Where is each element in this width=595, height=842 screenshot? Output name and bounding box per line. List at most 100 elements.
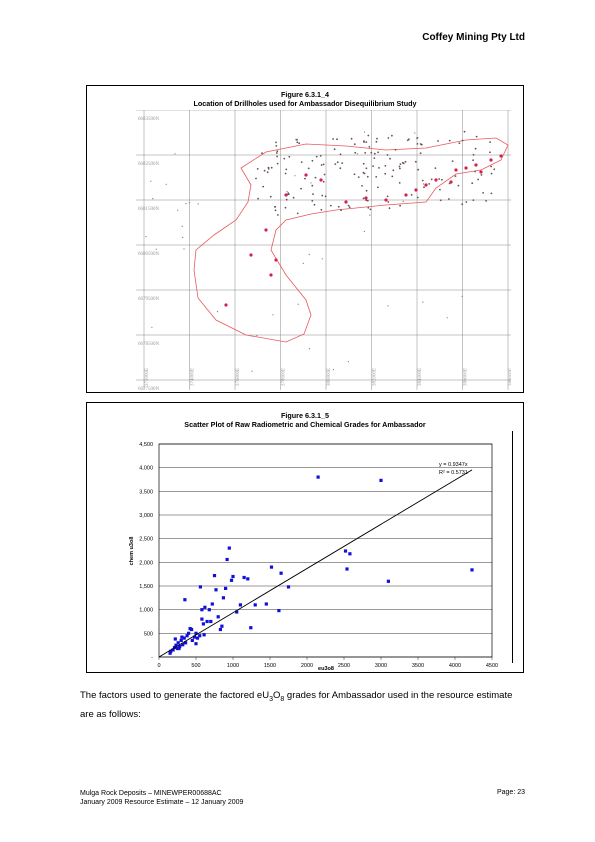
data-point [348, 552, 352, 556]
data-point [203, 605, 207, 609]
easting-label: 378000E [282, 368, 287, 386]
x-tick-label: 3500 [412, 663, 424, 669]
figure-scatter-title: Scatter Plot of Raw Radiometric and Chem… [184, 420, 426, 429]
drillhole [277, 214, 279, 216]
disequilibrium-drillhole [264, 228, 268, 232]
data-point [194, 642, 198, 646]
drillhole [472, 153, 475, 156]
drillhole [288, 155, 291, 158]
data-point [242, 575, 246, 580]
data-point [173, 637, 177, 641]
data-point [286, 585, 291, 589]
drillhole [369, 214, 371, 216]
drillhole [375, 176, 378, 178]
drillhole [372, 165, 374, 167]
northing-label: 6679500N [138, 297, 160, 302]
drillhole [399, 167, 401, 170]
drillhole [414, 132, 416, 134]
drillhole [448, 139, 451, 142]
data-point [235, 610, 239, 614]
data-point [386, 579, 390, 583]
data-point [216, 615, 220, 619]
drillhole [311, 184, 314, 187]
disequilibrium-drillhole [414, 188, 418, 192]
drillhole [378, 167, 380, 169]
x-axis-label: eu3o8 [318, 666, 334, 672]
drillhole [465, 201, 468, 203]
data-point [176, 641, 180, 645]
northing-label: 6681500N [138, 207, 160, 212]
drillhole [363, 141, 365, 143]
drillhole [419, 152, 422, 155]
footer-document-info: Mulga Rock Deposits – MINEWPER00688AC Ja… [80, 789, 243, 807]
drillhole [348, 206, 351, 209]
figure-scatter-frame: Figure 6.3.1_5 Scatter Plot of Raw Radio… [86, 402, 524, 673]
drillhole [485, 200, 487, 202]
drillhole [369, 208, 372, 211]
drillhole [368, 146, 371, 148]
drillhole [472, 199, 475, 201]
drillhole [304, 177, 306, 180]
drillhole [296, 212, 299, 215]
drillhole [362, 162, 365, 165]
drillhole [461, 295, 463, 297]
drillhole [300, 161, 303, 163]
northing-label: 6682500N [138, 162, 160, 167]
drillhole [302, 262, 304, 264]
drillhole [320, 208, 323, 211]
drillhole [364, 152, 367, 154]
drillhole [183, 248, 185, 250]
drillhole [297, 303, 299, 305]
drillhole [188, 202, 190, 204]
data-point [225, 557, 229, 562]
drillhole [263, 169, 266, 172]
drillhole [322, 180, 325, 183]
disequilibrium-drillhole [434, 178, 438, 182]
drillhole [458, 142, 461, 145]
drillhole [391, 134, 393, 137]
drillhole [311, 200, 314, 202]
data-point [181, 643, 185, 647]
data-point [190, 638, 194, 642]
data-point [316, 475, 320, 479]
data-point [201, 622, 205, 626]
disequilibrium-drillhole [269, 273, 273, 277]
drillhole [283, 157, 286, 160]
disequilibrium-drillhole [274, 258, 278, 262]
drillhole [471, 182, 474, 185]
drillhole [341, 162, 344, 164]
disequilibrium-drillhole [284, 193, 288, 197]
y-tick-label: 1,000 [139, 608, 153, 614]
para-text-mid: O [272, 690, 281, 701]
drillhole [376, 137, 378, 140]
trend-r2: R² = 0.5731 [439, 470, 468, 476]
drillhole [475, 135, 478, 138]
data-point [205, 619, 209, 624]
data-point [183, 598, 187, 602]
drillhole [474, 147, 477, 150]
data-point [202, 633, 206, 637]
drillhole [285, 198, 288, 201]
footer-line-2: January 2009 Resource Estimate – 12 Janu… [80, 799, 244, 806]
chart-side-rule [512, 431, 513, 663]
drillhole [446, 317, 448, 319]
y-tick-label: 4,000 [139, 466, 153, 472]
drillhole [177, 209, 179, 211]
drillhole [276, 162, 279, 165]
drillhole [480, 174, 483, 176]
drillhole [333, 148, 336, 151]
drillhole [151, 326, 153, 328]
para-text-end: grades for Ambassador used in the resour… [80, 690, 513, 720]
data-point [168, 651, 172, 655]
data-point [184, 641, 188, 645]
drillhole [256, 168, 259, 170]
drillhole [386, 195, 389, 198]
x-tick-label: 1500 [264, 663, 276, 669]
y-tick-label: 2,000 [139, 560, 153, 566]
y-tick-label: 1,500 [139, 584, 153, 590]
y-tick-labels: - 500 1,000 1,500 2,000 2,500 3,000 3,500 4,000 4… [139, 442, 153, 661]
data-point [229, 578, 234, 582]
data-point [277, 609, 281, 613]
drillhole [398, 165, 401, 168]
drillhole-location-map: 6683500N 6682500N 6681500N 6680500N 6679500N… [136, 110, 511, 390]
